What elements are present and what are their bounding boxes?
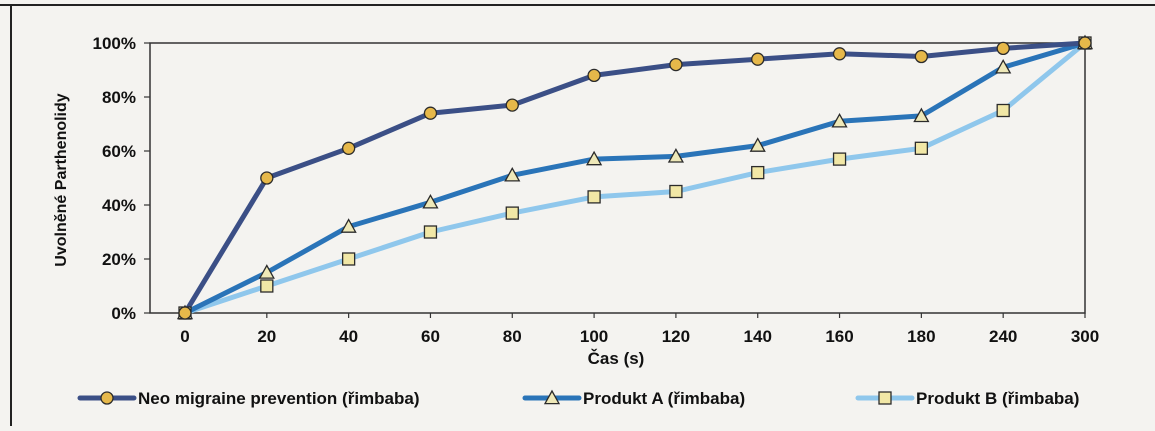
x-tick-label: 80 bbox=[503, 327, 522, 346]
series-line-2 bbox=[182, 40, 1088, 316]
series-1-point bbox=[178, 306, 192, 320]
series-1-point bbox=[669, 57, 683, 72]
legend: Neo migraine prevention (řimbaba) Produkt… bbox=[77, 389, 1079, 408]
series-2-point bbox=[749, 137, 766, 152]
series-1-point bbox=[423, 106, 438, 120]
y-tick-label: 60% bbox=[102, 142, 136, 161]
series-3-point bbox=[423, 225, 438, 239]
x-tick-label: 140 bbox=[744, 327, 772, 346]
series-2-point bbox=[504, 166, 521, 182]
y-tick-label: 0% bbox=[111, 304, 136, 323]
x-tick-label: 100 bbox=[580, 327, 608, 346]
x-tick-label: 20 bbox=[257, 327, 276, 346]
series-3-point bbox=[914, 141, 929, 155]
x-tick-label: 300 bbox=[1071, 327, 1099, 346]
x-tick-label: 40 bbox=[339, 327, 358, 346]
x-tick-label: 60 bbox=[421, 327, 440, 346]
x-tick-label: 0 bbox=[180, 327, 189, 346]
series-3-point bbox=[751, 165, 765, 180]
series-2-point bbox=[585, 150, 603, 166]
legend-marker-1 bbox=[100, 391, 114, 405]
y-tick-label: 80% bbox=[102, 88, 136, 107]
y-tick-label: 20% bbox=[102, 250, 136, 269]
series-1-point bbox=[751, 52, 765, 66]
legend-marker-2 bbox=[543, 389, 561, 405]
series-3-point bbox=[587, 190, 601, 204]
plot-area-frame bbox=[149, 42, 1086, 314]
series-1-point bbox=[832, 47, 847, 61]
x-tick-label: 180 bbox=[907, 327, 935, 346]
x-axis-label: Čas (s) bbox=[588, 349, 645, 368]
series-3-point bbox=[505, 206, 519, 220]
series-3-point bbox=[341, 252, 356, 266]
legend-label-1: Neo migraine prevention (řimbaba) bbox=[138, 389, 420, 408]
series-2-point bbox=[995, 58, 1012, 74]
x-tick-label: 240 bbox=[989, 327, 1017, 346]
series-1-point bbox=[587, 68, 601, 83]
series-2-point bbox=[422, 193, 439, 209]
series-3-point bbox=[996, 103, 1010, 118]
legend-marker-3 bbox=[878, 391, 892, 405]
series-1-point bbox=[505, 98, 519, 112]
x-tick-label: 120 bbox=[662, 327, 690, 346]
legend-label-3: Produkt B (řimbaba) bbox=[916, 389, 1079, 408]
series-2-point bbox=[258, 264, 275, 279]
y-axis-label: Uvolněné Parthenolidy bbox=[53, 93, 70, 266]
legend-label-2: Produkt A (řimbaba) bbox=[583, 389, 745, 408]
series-3-point bbox=[260, 279, 274, 293]
series-1-point bbox=[260, 171, 274, 185]
y-tick-label: 40% bbox=[102, 196, 136, 215]
series-1-point bbox=[914, 49, 929, 64]
series-3-point bbox=[832, 152, 847, 166]
series-line-1 bbox=[182, 40, 1088, 316]
series-2-point bbox=[340, 218, 357, 233]
series-1-point bbox=[996, 41, 1010, 56]
series-1-point bbox=[1078, 36, 1092, 50]
y-tick-label: 100% bbox=[93, 34, 136, 53]
series-3-point bbox=[669, 184, 683, 199]
series-2-point bbox=[667, 148, 685, 163]
series-2-point bbox=[831, 112, 848, 128]
series-line-3 bbox=[182, 40, 1088, 316]
series-2-point bbox=[913, 107, 930, 123]
series-1-point bbox=[341, 141, 356, 155]
x-tick-label: 160 bbox=[825, 327, 853, 346]
